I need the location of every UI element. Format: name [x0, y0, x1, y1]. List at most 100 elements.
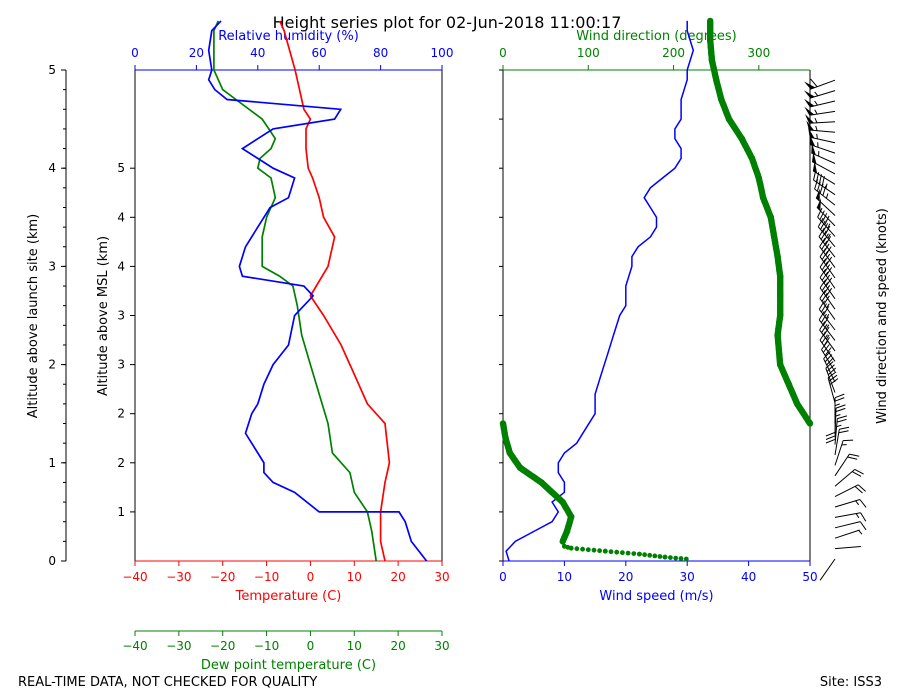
direction-tick-label: 300	[747, 46, 770, 60]
humidity-tick-label: 40	[250, 46, 265, 60]
humidity-line	[207, 20, 428, 562]
wind-barb-half-flag	[835, 414, 841, 417]
wind-barb-flag	[819, 210, 825, 220]
wind-barb-staff	[819, 246, 836, 268]
speed-tick-label: 50	[802, 570, 817, 584]
wind-barb-staff	[813, 179, 836, 196]
wind-direction-point	[608, 549, 614, 555]
dewpoint-tick-label: 20	[391, 639, 406, 653]
speed-tick-label: 10	[557, 570, 572, 584]
temperature-tick-label: 0	[307, 570, 315, 584]
speed-axis-label: Wind speed (m/s)	[599, 589, 713, 604]
wind-direction-point	[673, 555, 679, 561]
wind-direction-point	[585, 547, 591, 553]
dewpoint-tick-label: −30	[166, 639, 191, 653]
wind-barb-flag	[825, 277, 833, 287]
wind-barb-flag	[820, 303, 828, 313]
wind-barb-flag	[837, 415, 848, 420]
wind-barb-flag	[823, 306, 830, 316]
wind-direction-point	[662, 554, 668, 560]
wind-barb-flag	[820, 220, 826, 230]
msl-tick-label: 1	[117, 505, 125, 519]
wind-barb-pennant	[804, 98, 815, 107]
wind-barb-half-flag	[814, 91, 819, 97]
wind-direction-points	[499, 17, 814, 562]
wind-direction-point	[574, 546, 580, 552]
wind-barb-flag	[818, 227, 825, 237]
wind-direction-point	[602, 548, 608, 554]
wind-direction-point	[614, 549, 620, 555]
wind-barb-flag	[825, 287, 833, 297]
wind-barb-staff	[834, 469, 856, 487]
wind-barb-flag	[821, 334, 828, 344]
msl-tick-label: 2	[117, 456, 125, 470]
wind-barb-flag	[849, 453, 860, 457]
wind-barb-pennant	[806, 120, 815, 131]
wind-barb-staff	[817, 216, 836, 237]
wind-barb-staff	[825, 368, 836, 393]
wind-barb-flag	[822, 223, 829, 233]
wind-barb-staff	[827, 377, 836, 404]
wind-barb-flag	[825, 438, 836, 444]
launch-tick-label: 1	[48, 456, 56, 470]
wind-barb-staff	[810, 144, 836, 154]
wind-barb-flag	[834, 393, 845, 399]
wind-barb-flag	[819, 279, 827, 289]
wind-barb-half-flag	[855, 500, 860, 506]
wind-barb-flag	[859, 521, 867, 531]
wind-barb-pennant	[803, 90, 815, 99]
wind-barb-staff	[834, 521, 861, 529]
humidity-tick-label: 20	[189, 46, 204, 60]
wind-direction-point	[562, 543, 567, 549]
wind-barb-half-flag	[816, 133, 818, 139]
launch-axis-label: Altitude above launch site (km)	[26, 214, 41, 418]
wind-barb-flag	[823, 337, 830, 347]
wind-barb-flag	[819, 258, 827, 268]
wind-direction-point	[683, 556, 689, 562]
msl-tick-label: 5	[117, 161, 125, 175]
msl-tick-label: 4	[117, 259, 125, 273]
wind-barb-flag	[819, 237, 826, 247]
speed-tick-label: 40	[741, 570, 756, 584]
wind-barb-flag	[824, 225, 831, 236]
wind-barb-half-flag	[834, 403, 840, 407]
wind-barb-flag	[821, 324, 828, 333]
wind-barb-flag	[860, 512, 867, 522]
wind-barb-half-flag	[825, 183, 828, 189]
wind-barb-flag	[819, 268, 827, 278]
wind-barb-flag	[821, 240, 828, 250]
dewpoint-tick-label: −20	[210, 639, 235, 653]
wind-barb-half-flag	[815, 125, 818, 131]
wind-barb-staff	[819, 287, 836, 310]
wind-barb-flag	[825, 361, 834, 369]
wind-barb-half-flag	[825, 334, 830, 340]
wind-barb-staff	[834, 546, 861, 550]
direction-tick-label: 100	[577, 46, 600, 60]
wind-barb-flag	[822, 185, 827, 196]
wind-barb-flag	[821, 271, 829, 281]
wind-direction-point	[668, 555, 673, 560]
wind-barb-staff	[811, 152, 836, 164]
wind-barb-flag	[823, 274, 831, 284]
wind-barb-flag	[825, 246, 832, 256]
wind-direction-point	[657, 554, 663, 559]
temperature-axis-label: Temperature (C)	[235, 589, 342, 604]
wind-barbs: Wind direction and speed (knots)	[803, 78, 890, 581]
launch-tick-label: 5	[48, 63, 56, 77]
wind-direction-point	[591, 547, 597, 553]
wind-panel: 0 10 20 30 40 50 Wind speed (m/s) 0 100 200 300 Win…	[499, 17, 818, 604]
wind-barb-pennant	[804, 114, 814, 124]
wind-barb-flag	[820, 313, 827, 323]
wind-barb-staff	[818, 308, 836, 331]
wind-barb-flag	[843, 439, 854, 442]
wind-barb-staff	[809, 129, 836, 133]
dewpoint-axis-label: Dew point temperature (C)	[201, 658, 376, 673]
footer-quality-note: REAL-TIME DATA, NOT CHECKED FOR QUALITY	[18, 675, 317, 690]
direction-axis-label: Wind direction (degrees)	[576, 29, 736, 44]
wind-barb-flag	[819, 248, 827, 257]
wind-barb-flag	[810, 78, 818, 88]
wind-barb-flag	[823, 326, 830, 336]
wind-barb-staff	[819, 298, 836, 320]
wind-barb-pennant	[816, 188, 820, 202]
wind-barb-staff	[817, 226, 836, 248]
